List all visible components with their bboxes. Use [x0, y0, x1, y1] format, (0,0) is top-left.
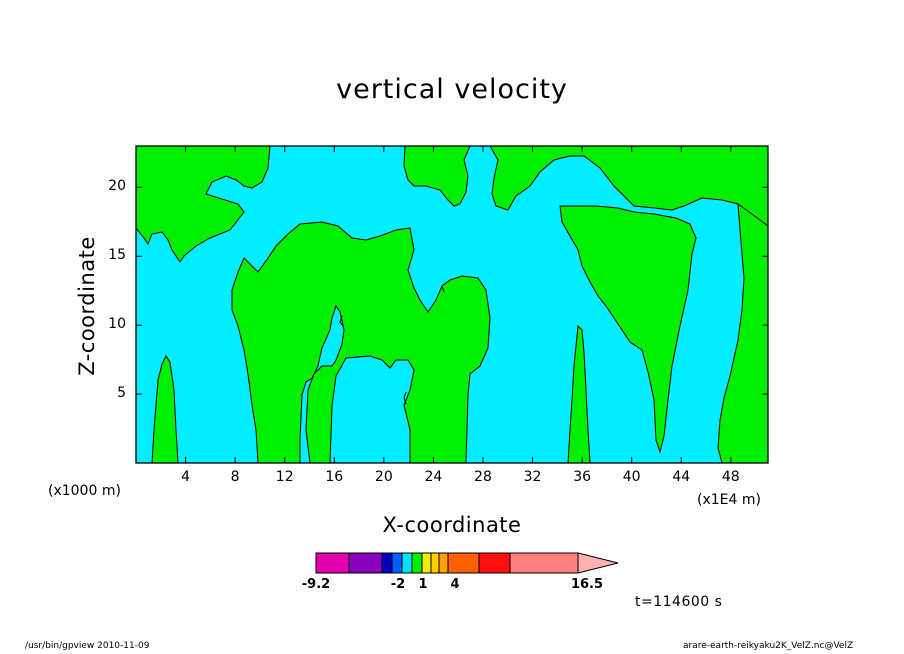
colorbar-segment [478, 552, 511, 574]
x-tick-label: 28 [474, 469, 492, 485]
colorbar-segment [421, 552, 432, 574]
contour-small-1 [339, 315, 344, 327]
y-tick-label: 15 [108, 247, 126, 264]
colorbar-segment [411, 552, 423, 574]
colorbar-arrow [577, 552, 619, 574]
y-tick-label: 10 [108, 316, 126, 333]
x-scale-label: (x1E4 m) [697, 492, 761, 508]
region-center-plume [567, 324, 591, 464]
x-tick-label: 44 [672, 469, 691, 485]
x-tick-label: 4 [181, 469, 191, 485]
x-tick-label: 48 [721, 469, 740, 485]
footer-left: /usr/bin/gpview 2010-11-09 [25, 641, 150, 651]
plot-frame [135, 145, 769, 464]
x-axis-label: X-coordinate [382, 513, 522, 537]
x-unit-label: (x1000 m) [48, 483, 121, 499]
x-tick-label: 20 [374, 469, 393, 485]
colorbar-segment [315, 552, 350, 574]
x-tick-label: 24 [424, 469, 443, 485]
colorbar-segment [381, 552, 393, 574]
colorbar-label: 16.5 [570, 577, 604, 592]
region-center-left [231, 221, 491, 464]
colorbar-segment [391, 552, 403, 574]
chart-title: vertical velocity [336, 74, 568, 105]
colorbar-segment [509, 552, 579, 574]
y-ticks [136, 186, 768, 395]
y-tick-label: 5 [117, 385, 126, 402]
x-tick-label: 32 [523, 469, 542, 485]
region-left-plume [151, 355, 179, 464]
colorbar-segment [401, 552, 413, 574]
contour-lines [339, 285, 445, 405]
x-tick-label: 40 [622, 469, 641, 485]
y-axis-label: Z-coordinate [75, 236, 99, 376]
colorbar-label: 4 [450, 577, 460, 592]
region-top-left [135, 145, 271, 263]
x-tick-label: 36 [573, 469, 592, 485]
colorbar-label: -9.2 [301, 577, 331, 592]
colorbar-segment [348, 552, 383, 574]
time-label: t=114600 s [635, 594, 723, 610]
y-tick-label: 20 [108, 178, 126, 195]
x-ticks [185, 146, 732, 463]
contour-small-3 [441, 285, 445, 293]
colorbar-segment [438, 552, 449, 574]
x-tick-label: 8 [230, 469, 240, 485]
positive-regions [135, 145, 769, 464]
colorbar-segment [430, 552, 440, 574]
x-tick-label: 12 [275, 469, 294, 485]
colorbar-label: -2 [390, 577, 406, 592]
region-right-large [559, 205, 697, 454]
colorbar-label: 1 [418, 577, 428, 592]
colorbar-segment [447, 552, 480, 574]
colorbar [315, 552, 619, 574]
plot-area [135, 145, 769, 464]
x-tick-label: 16 [325, 469, 344, 485]
region-top-center [403, 145, 471, 207]
footer-right: arare-earth-reikyaku2K_VelZ.nc@VelZ [683, 641, 854, 651]
contour-small-2 [403, 391, 407, 405]
